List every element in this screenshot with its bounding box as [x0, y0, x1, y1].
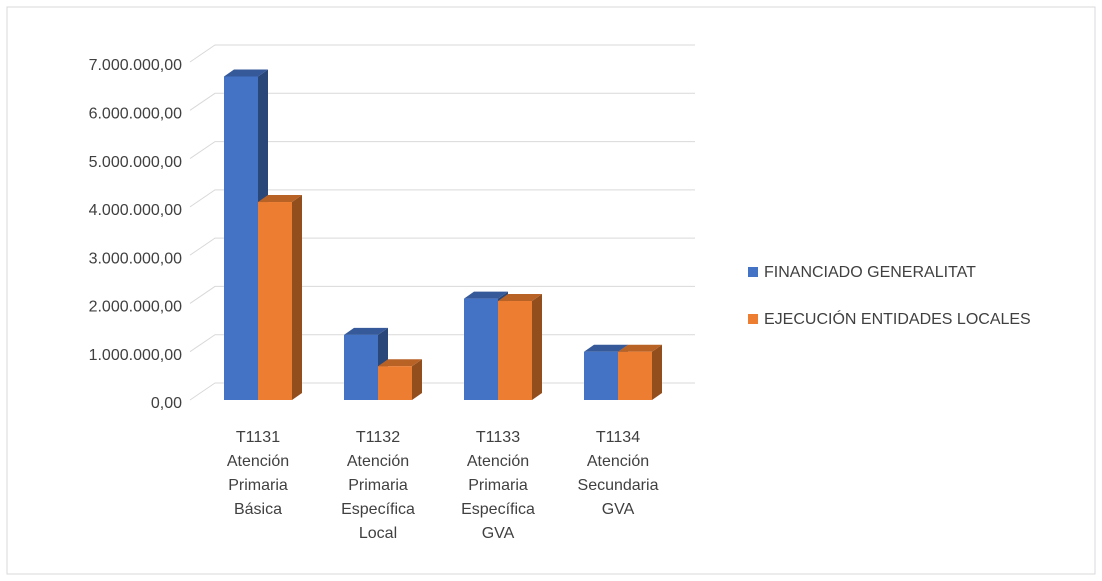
y-tick-label: 6.000.000,00: [89, 106, 183, 123]
grid-line: [189, 44, 695, 63]
x-tick-label: T1132 Atención Primaria Específica Local: [341, 429, 415, 542]
bar-top: [378, 359, 422, 367]
y-tick-label: 4.000.000,00: [89, 202, 183, 219]
bar-side: [652, 344, 662, 400]
bar: [378, 366, 412, 400]
bar-side: [532, 294, 542, 400]
grid-line: [189, 237, 695, 256]
legend-label: EJECUCIÓN ENTIDADES LOCALES: [764, 309, 1031, 328]
bar-side: [412, 359, 422, 400]
chart-frame: [6, 6, 1096, 575]
bar: [258, 202, 292, 400]
grid-line: [189, 92, 695, 111]
x-tick-label: T1133 Atención Primaria Específica GVA: [461, 429, 535, 542]
bar-top: [618, 344, 662, 352]
bar-top: [224, 69, 268, 77]
y-tick-label: 1.000.000,00: [89, 347, 183, 364]
y-tick-label: 0,00: [151, 395, 182, 412]
x-tick-label: T1134 Atención Secundaria GVA: [578, 429, 659, 518]
bar: [584, 351, 618, 400]
bar-top: [584, 344, 628, 352]
bar-top: [258, 195, 302, 203]
y-tick-label: 3.000.000,00: [89, 250, 183, 267]
grid-line: [189, 141, 695, 159]
legend-swatch: [748, 314, 758, 324]
bar: [224, 76, 258, 400]
bar-top: [498, 294, 542, 302]
bar: [618, 351, 652, 400]
bar-top: [464, 291, 508, 299]
bar-side: [292, 195, 302, 400]
legend-label: FINANCIADO GENERALITAT: [764, 264, 976, 281]
bar: [498, 301, 532, 400]
y-tick-label: 5.000.000,00: [89, 154, 183, 171]
grid-line: [189, 189, 695, 208]
bar: [464, 298, 498, 400]
bar: [344, 334, 378, 400]
y-tick-label: 7.000.000,00: [89, 57, 183, 74]
x-tick-label: T1131 Atención Primaria Básica: [227, 429, 289, 518]
y-tick-label: 2.000.000,00: [89, 299, 183, 316]
legend-swatch: [748, 267, 758, 277]
grid-line: [189, 285, 695, 304]
bar-top: [344, 327, 388, 335]
